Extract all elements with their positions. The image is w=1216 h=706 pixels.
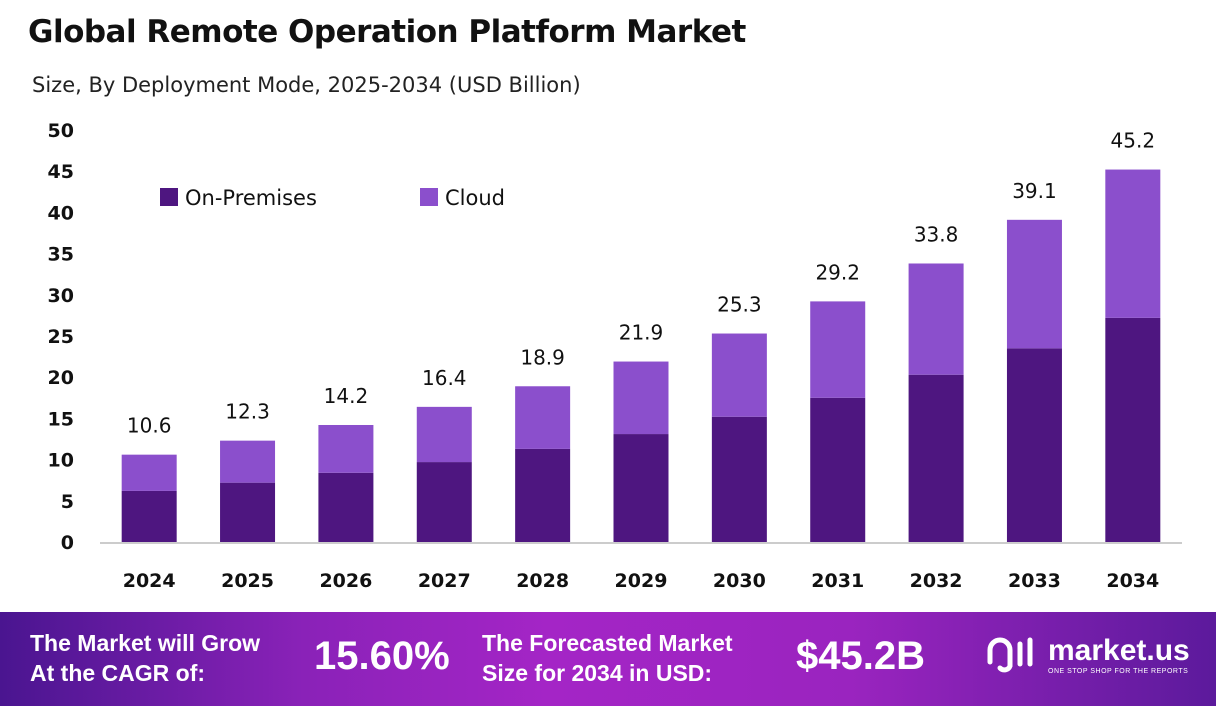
- total-label: 12.3: [225, 400, 270, 424]
- total-label: 16.4: [422, 366, 467, 390]
- logo-name: market.us: [1048, 633, 1190, 667]
- total-label: 45.2: [1111, 129, 1156, 153]
- bar-on-premises-2026: [318, 472, 374, 542]
- total-label: 29.2: [815, 260, 860, 284]
- y-tick-label: 45: [48, 161, 74, 183]
- bar-cloud-2034: [1105, 169, 1161, 318]
- bar-on-premises-2029: [613, 434, 669, 542]
- bar-on-premises-2030: [711, 416, 767, 542]
- logo-tagline: ONE STOP SHOP FOR THE REPORTS: [1048, 667, 1189, 675]
- y-tick-label: 50: [48, 120, 74, 142]
- y-tick-label: 35: [48, 244, 74, 266]
- chart-subtitle: Size, By Deployment Mode, 2025-2034 (USD…: [32, 73, 581, 97]
- x-tick-label: 2024: [123, 570, 176, 592]
- x-tick-label: 2029: [615, 570, 668, 592]
- bar-cloud-2025: [220, 440, 276, 483]
- legend-swatch-0: [160, 188, 178, 206]
- legend-swatch-1: [420, 188, 438, 206]
- cagr-label: The Market will Grow At the CAGR of:: [30, 628, 260, 688]
- bar-cloud-2028: [515, 386, 571, 449]
- bar-on-premises-2031: [810, 397, 866, 542]
- bar-cloud-2030: [711, 333, 767, 417]
- bar-on-premises-2034: [1105, 317, 1161, 542]
- x-tick-label: 2033: [1008, 570, 1061, 592]
- bar-cloud-2026: [318, 424, 374, 473]
- x-tick-label: 2028: [516, 570, 569, 592]
- total-label: 39.1: [1012, 179, 1057, 203]
- bar-cloud-2033: [1006, 219, 1062, 349]
- logo-icon: [987, 637, 1033, 673]
- cagr-label-line1: The Market will Grow: [30, 630, 261, 656]
- footer-banner: The Market will Grow At the CAGR of: 15.…: [0, 612, 1216, 706]
- bar-on-premises-2033: [1006, 348, 1062, 542]
- x-tick-label: 2032: [910, 570, 963, 592]
- forecast-value: $45.2B: [796, 634, 925, 678]
- bar-cloud-2032: [908, 263, 964, 375]
- x-tick-label: 2030: [713, 570, 766, 592]
- y-tick-label: 40: [48, 202, 74, 224]
- forecast-label: The Forecasted Market Size for 2034 in U…: [482, 628, 733, 688]
- bar-on-premises-2028: [515, 448, 571, 542]
- bar-cloud-2031: [810, 301, 866, 398]
- legend-label: On-Premises: [185, 186, 317, 210]
- forecast-label-line1: The Forecasted Market: [482, 630, 733, 656]
- bar-on-premises-2027: [416, 462, 472, 542]
- y-tick-label: 15: [48, 408, 74, 430]
- bar-cloud-2024: [121, 454, 177, 491]
- x-tick-label: 2031: [811, 570, 864, 592]
- bar-on-premises-2032: [908, 374, 964, 542]
- x-tick-label: 2034: [1106, 570, 1159, 592]
- x-tick-label: 2025: [221, 570, 274, 592]
- forecast-label-line2: Size for 2034 in USD:: [482, 660, 713, 686]
- y-tick-label: 0: [61, 532, 74, 554]
- bar-cloud-2029: [613, 361, 669, 435]
- y-tick-label: 25: [48, 326, 74, 348]
- bar-on-premises-2024: [121, 490, 177, 542]
- total-label: 18.9: [520, 345, 565, 369]
- total-label: 33.8: [914, 222, 959, 246]
- y-tick-label: 30: [48, 285, 74, 307]
- chart-title: Global Remote Operation Platform Market: [28, 14, 746, 50]
- bar-on-premises-2025: [220, 482, 276, 542]
- total-label: 10.6: [127, 414, 172, 438]
- total-label: 14.2: [324, 384, 369, 408]
- cagr-label-line2: At the CAGR of:: [30, 660, 206, 686]
- y-tick-label: 10: [48, 450, 74, 472]
- y-tick-label: 5: [61, 491, 74, 513]
- market-us-logo: market.us ONE STOP SHOP FOR THE REPORTS: [984, 632, 1190, 676]
- bar-cloud-2027: [416, 406, 472, 463]
- cagr-value: 15.60%: [314, 634, 450, 678]
- x-tick-label: 2027: [418, 570, 471, 592]
- y-tick-label: 20: [48, 367, 74, 389]
- total-label: 25.3: [717, 293, 762, 317]
- legend-label: Cloud: [445, 186, 505, 210]
- total-label: 21.9: [619, 321, 664, 345]
- bar-chart: 0510152025303540455010.6202412.3202514.2…: [48, 120, 1182, 592]
- x-tick-label: 2026: [319, 570, 372, 592]
